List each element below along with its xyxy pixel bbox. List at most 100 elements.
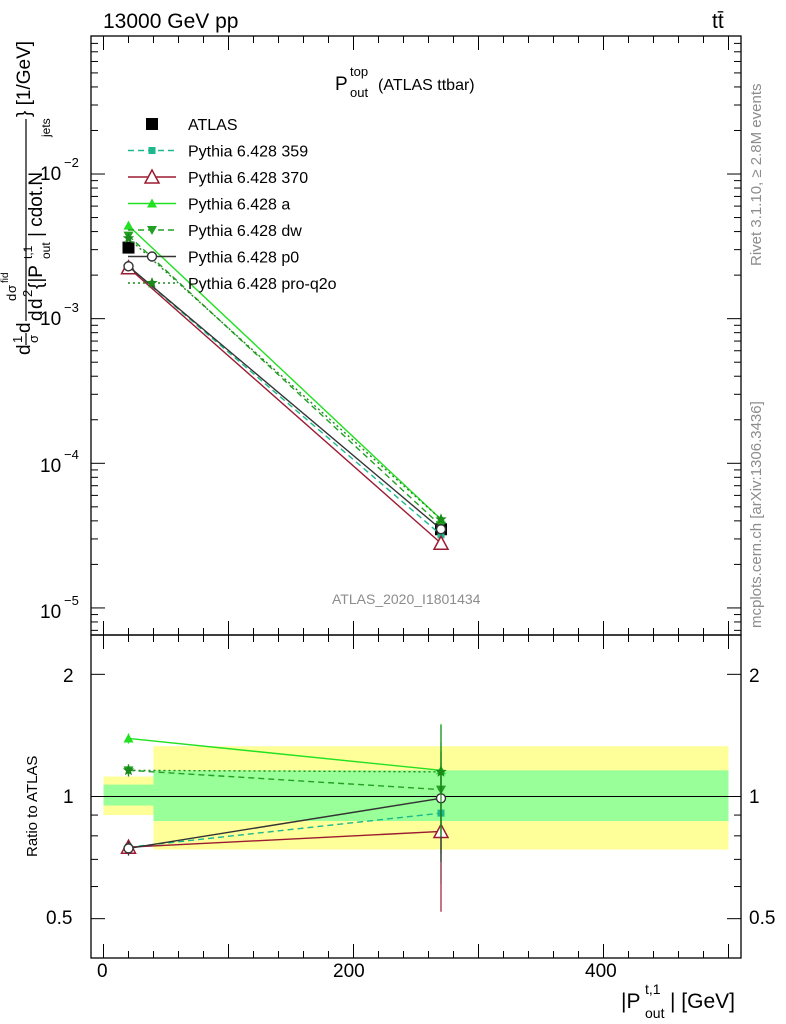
main-line-3 bbox=[128, 225, 442, 520]
ytick-exp: −2 bbox=[64, 155, 79, 170]
ratio-line-4 bbox=[128, 797, 442, 850]
legend-item-2: Pythia 6.428 370 bbox=[128, 168, 308, 187]
main-point-2-1 bbox=[432, 534, 450, 551]
legend-item-3: Pythia 6.428 a bbox=[128, 197, 290, 214]
ratio-ylabel: Ratio to ATLAS bbox=[24, 756, 41, 857]
main-ytick-labels: 10 −5 10 −4 10 −3 10 −2 bbox=[40, 155, 79, 623]
main-series-5 bbox=[123, 261, 447, 535]
ylabel-frac-den: σ bbox=[26, 335, 41, 343]
plot-title-rest: (ATLAS ttbar) bbox=[378, 77, 475, 94]
main-line-4 bbox=[128, 235, 442, 527]
ratio-ytick-1-right: 1 bbox=[749, 787, 760, 808]
ylabel-fid: fid bbox=[0, 272, 11, 283]
ylabel-cdot: | cdot.N bbox=[26, 172, 47, 237]
process-label: tt̄ bbox=[712, 10, 724, 33]
band-green-0 bbox=[103, 784, 154, 806]
ytick-label-1e-2: 10 −2 bbox=[40, 155, 79, 185]
ytick-label-1e-5: 10 −5 bbox=[40, 593, 79, 623]
ytick-base: 10 bbox=[40, 456, 61, 477]
xtick-400: 400 bbox=[585, 961, 617, 982]
side-label-top: Rivet 3.1.10, ≥ 2.8M events bbox=[748, 84, 765, 267]
main-point-6-0 bbox=[122, 232, 135, 244]
legend-label-2: Pythia 6.428 370 bbox=[188, 170, 308, 187]
ylabel-sq: 2 bbox=[20, 290, 35, 297]
ratio-ytick-0.5-right: 0.5 bbox=[749, 908, 775, 929]
legend-item-4: Pythia 6.428 dw bbox=[128, 223, 302, 240]
ytick-base: 10 bbox=[40, 164, 61, 185]
plot-title-main: P bbox=[335, 74, 348, 95]
legend-marker-2 bbox=[143, 168, 161, 184]
legend-marker-3 bbox=[147, 198, 157, 208]
ratio-point-4-0 bbox=[123, 843, 134, 854]
ylabel-sigma-num: σ bbox=[4, 285, 19, 293]
ratio-point-5-1 bbox=[435, 765, 447, 777]
main-line-2 bbox=[128, 267, 442, 544]
ratio-ytick-1-left: 1 bbox=[63, 787, 74, 808]
legend-label-5: Pythia 6.428 p0 bbox=[188, 250, 299, 267]
ylabel-pout: {|P bbox=[26, 265, 47, 289]
ylabel-frac-num: 1 bbox=[10, 336, 25, 343]
legend: ATLAS Pythia 6.428 359 Pythia 6.428 370 Pyt… bbox=[128, 117, 337, 293]
main-line-1 bbox=[128, 265, 442, 536]
ylabel-d-den: d bbox=[26, 298, 47, 309]
ratio-ytick-2-right: 2 bbox=[749, 666, 760, 687]
main-series-2 bbox=[120, 259, 450, 551]
main-point-6-1 bbox=[435, 513, 447, 525]
legend-item-6: Pythia 6.428 pro-q2o bbox=[128, 276, 337, 293]
ratio-ytick-labels: 0.5 1 2 0.5 1 2 bbox=[46, 666, 775, 929]
legend-item-1: Pythia 6.428 359 bbox=[128, 144, 308, 161]
plot-title: P top out (ATLAS ttbar) bbox=[335, 64, 475, 100]
ratio-series-layer bbox=[120, 723, 450, 912]
xtick-0: 0 bbox=[97, 961, 108, 982]
ytick-label-1e-3: 10 −3 bbox=[40, 300, 79, 330]
ylabel-d2: d bbox=[14, 322, 35, 333]
ylabel-pout-sup: t,1 bbox=[21, 245, 35, 259]
main-point-5-1 bbox=[435, 524, 447, 535]
xtick-200: 200 bbox=[333, 961, 365, 982]
ratio-line-3 bbox=[128, 769, 442, 791]
legend-label-4: Pythia 6.428 dw bbox=[188, 223, 302, 240]
ytick-base: 10 bbox=[40, 309, 61, 330]
ylabel-jets: jets bbox=[39, 118, 53, 138]
legend-marker-1 bbox=[148, 147, 156, 154]
main-point-0-0 bbox=[122, 241, 135, 254]
main-line-6 bbox=[128, 237, 442, 520]
legend-marker-4 bbox=[147, 226, 157, 235]
main-series-6 bbox=[122, 232, 447, 525]
legend-label-3: Pythia 6.428 a bbox=[188, 197, 290, 214]
legend-item-5: Pythia 6.428 p0 bbox=[128, 250, 299, 267]
ratio-line-1 bbox=[128, 830, 442, 848]
ytick-label-1e-4: 10 −4 bbox=[40, 447, 79, 477]
legend-label-1: Pythia 6.428 359 bbox=[188, 144, 308, 161]
main-point-5-0 bbox=[123, 261, 134, 272]
ylabel-dd: d bbox=[26, 310, 47, 321]
plot-title-sup: top bbox=[350, 64, 368, 79]
ratio-point-5-0 bbox=[122, 764, 135, 776]
xtick-labels: 0 200 400 bbox=[97, 961, 617, 982]
ratio-ytick-2-left: 2 bbox=[63, 666, 74, 687]
ylabel-pout-sub: out bbox=[39, 242, 53, 259]
ratio-series-5 bbox=[122, 725, 447, 836]
ylabel-d1: d bbox=[14, 344, 35, 355]
ytick-exp: −5 bbox=[64, 593, 79, 608]
ratio-ytick-0.5-left: 0.5 bbox=[46, 908, 72, 929]
x-axis-label: |P t,1 out | [GeV] bbox=[621, 981, 735, 1021]
xlabel-sub: out bbox=[645, 1005, 665, 1021]
ylabel-unit: } [1/GeV] bbox=[14, 41, 35, 117]
plot-title-sub: out bbox=[350, 85, 368, 100]
main-line-5 bbox=[128, 265, 442, 530]
legend-label-6: Pythia 6.428 pro-q2o bbox=[188, 276, 337, 293]
ratio-line-2 bbox=[128, 737, 442, 772]
side-label-bottom: mcplots.cern.ch [arXiv:1306.3436] bbox=[748, 401, 765, 628]
main-series-layer bbox=[120, 220, 450, 551]
legend-item-0: ATLAS bbox=[146, 117, 238, 134]
ratio-bands bbox=[91, 746, 741, 850]
legend-marker-6 bbox=[146, 277, 158, 288]
ytick-exp: −4 bbox=[64, 447, 79, 462]
xlabel-unit: | [GeV] bbox=[670, 990, 735, 1013]
ratio-line-5 bbox=[128, 769, 442, 773]
ratio-line-0 bbox=[128, 812, 442, 848]
ytick-exp: −3 bbox=[64, 300, 79, 315]
energy-label: 13000 GeV pp bbox=[103, 10, 238, 33]
